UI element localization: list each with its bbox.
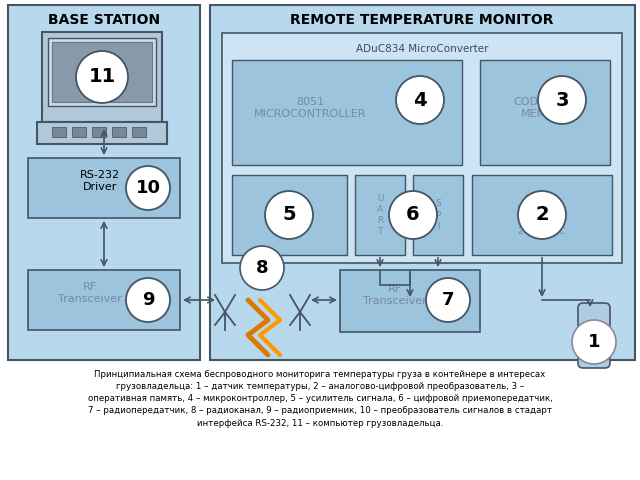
Circle shape <box>389 191 437 239</box>
Text: 8: 8 <box>256 259 268 277</box>
Bar <box>232 175 347 255</box>
Bar <box>28 158 180 218</box>
Bar <box>28 270 180 330</box>
Circle shape <box>572 320 616 364</box>
Circle shape <box>265 191 313 239</box>
Bar <box>52 42 152 102</box>
Bar <box>472 175 612 255</box>
Bar <box>72 127 86 137</box>
Text: U
A
R
T: U A R T <box>377 194 383 236</box>
Text: 7: 7 <box>442 291 454 309</box>
Text: RTC
WAKE-UP
CIRCUIT: RTC WAKE-UP CIRCUIT <box>268 199 310 230</box>
Text: Принципиальная схема беспроводного мониторига температуры груза в контейнере в и: Принципиальная схема беспроводного монит… <box>88 370 552 428</box>
Text: 1: 1 <box>588 333 600 351</box>
Text: ANALOG
FRONT END
INCLUDES
24 BIT ADC: ANALOG FRONT END INCLUDES 24 BIT ADC <box>517 194 567 236</box>
Bar <box>210 5 635 360</box>
Bar <box>222 33 622 263</box>
Bar <box>232 60 462 165</box>
Circle shape <box>76 51 128 103</box>
Text: 4: 4 <box>413 91 427 109</box>
Circle shape <box>126 278 170 322</box>
Text: 11: 11 <box>88 68 116 86</box>
Bar <box>37 122 167 144</box>
Text: 3: 3 <box>556 91 569 109</box>
Text: RF
Transceiver: RF Transceiver <box>363 284 427 306</box>
Circle shape <box>538 76 586 124</box>
Circle shape <box>240 246 284 290</box>
Text: ADuC834 MicroConverter: ADuC834 MicroConverter <box>356 44 488 54</box>
Bar <box>52 127 66 137</box>
Bar <box>480 60 610 165</box>
Circle shape <box>396 76 444 124</box>
Text: R: R <box>591 321 597 329</box>
Bar <box>8 5 200 360</box>
Text: 9: 9 <box>141 291 154 309</box>
Bar <box>413 175 463 255</box>
FancyBboxPatch shape <box>578 303 610 368</box>
Bar <box>92 127 106 137</box>
Text: CODE/DATA
MEMORY: CODE/DATA MEMORY <box>513 97 577 119</box>
Circle shape <box>126 166 170 210</box>
Text: RS-232
Driver: RS-232 Driver <box>80 170 120 192</box>
Text: 10: 10 <box>136 179 161 197</box>
Bar <box>42 32 162 122</box>
Text: 6: 6 <box>406 205 420 225</box>
Text: REMOTE TEMPERATURE MONITOR: REMOTE TEMPERATURE MONITOR <box>291 13 554 27</box>
Text: BASE STATION: BASE STATION <box>48 13 160 27</box>
Bar <box>48 38 156 106</box>
Text: 5: 5 <box>282 205 296 225</box>
Bar <box>112 127 126 137</box>
Text: S
P
I: S P I <box>435 199 441 230</box>
Bar <box>132 127 146 137</box>
Circle shape <box>426 278 470 322</box>
Text: D: D <box>591 348 597 358</box>
Text: 8051
MICROCONTROLLER: 8051 MICROCONTROLLER <box>253 97 366 119</box>
Text: 2: 2 <box>535 205 549 225</box>
Circle shape <box>518 191 566 239</box>
Bar <box>340 270 480 332</box>
Bar <box>355 175 405 255</box>
Text: RF
Transceiver: RF Transceiver <box>58 282 122 304</box>
